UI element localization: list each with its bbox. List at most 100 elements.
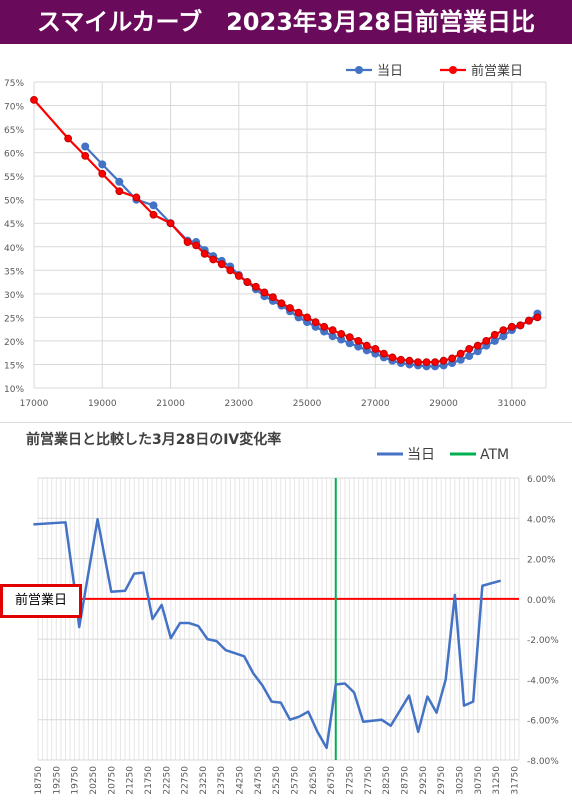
- data-point-prev-day: [303, 313, 311, 322]
- y-tick-label: 6.00%: [527, 475, 556, 485]
- data-point-prev-day: [439, 356, 448, 365]
- data-point-prev-day: [490, 330, 499, 339]
- data-point-today: [490, 336, 499, 345]
- legend-atm-label: ATM: [480, 447, 509, 463]
- data-point-prev-day: [320, 322, 329, 331]
- data-point-today: [115, 177, 124, 186]
- x-tick-label: 24250: [236, 766, 246, 795]
- data-point-prev-day: [405, 356, 414, 365]
- y-tick-label: 40%: [4, 244, 24, 254]
- iv-change-chart: 前営業日と比較した3月28日のIV変化率 6.00% 4.00% 2.00% 0.00%…: [0, 431, 559, 795]
- x-tick-label: 23750: [217, 766, 227, 795]
- data-point-prev-day: [379, 349, 388, 358]
- data-point-prev-day: [465, 345, 474, 353]
- x-tick-label: 26750: [327, 766, 337, 795]
- data-point-today: [149, 201, 158, 210]
- y-tick-label: 10%: [4, 385, 24, 395]
- data-point-prev-day: [294, 308, 303, 317]
- y-tick-label: 20%: [4, 338, 24, 348]
- y-tick-label: 60%: [4, 150, 24, 160]
- previous-day-label-box: 前営業日: [0, 584, 82, 618]
- data-point-today: [473, 347, 482, 356]
- data-point-prev-day: [166, 219, 175, 228]
- x-tick-label: 25750: [291, 766, 301, 795]
- y-tick-label: 70%: [4, 103, 24, 113]
- data-point-prev-day: [183, 238, 192, 246]
- data-point-prev-day: [362, 341, 371, 350]
- x-tick-label: 27250: [346, 766, 356, 795]
- data-point-today: [328, 332, 337, 341]
- x-tick-label: 31750: [510, 766, 520, 795]
- data-point-prev-day: [286, 304, 294, 312]
- x-tick-label: 24750: [254, 766, 264, 795]
- header-banner: スマイルカーブ 2023年3月28日前営業日比: [0, 0, 572, 44]
- y-tick-label: 55%: [4, 173, 24, 183]
- data-point-prev-day: [98, 169, 107, 178]
- x-tick-label: 29750: [437, 766, 447, 795]
- legend-prev-day-marker: [449, 66, 457, 74]
- y-tick-label: 45%: [4, 220, 24, 230]
- page-title: スマイルカーブ 2023年3月28日前営業日比: [36, 8, 535, 36]
- y-tick-label: 25%: [4, 314, 24, 324]
- data-point-prev-day: [115, 187, 124, 196]
- x-tick-label: 28250: [382, 766, 392, 795]
- series-line-prev-day: [33, 99, 538, 364]
- y-tick-label: -4.00%: [527, 676, 559, 686]
- x-tick-label: 25000: [293, 399, 322, 409]
- y-tick-label: 15%: [4, 361, 24, 371]
- legend-prev-day-label: 前営業日: [471, 63, 523, 79]
- data-point-prev-day: [414, 358, 422, 367]
- data-point-prev-day: [525, 316, 533, 325]
- data-point-prev-day: [473, 341, 482, 350]
- data-point-prev-day: [132, 193, 141, 202]
- y-tick-label: 75%: [4, 79, 24, 89]
- data-point-prev-day: [251, 282, 260, 291]
- x-tick-label: 30750: [474, 766, 484, 795]
- data-point-today: [354, 342, 363, 351]
- data-point-prev-day: [345, 333, 354, 342]
- data-point-prev-day: [533, 313, 542, 322]
- divider: [0, 422, 572, 423]
- data-point-prev-day: [243, 278, 252, 286]
- x-tick-label: 20250: [89, 766, 99, 795]
- data-point-prev-day: [456, 349, 465, 358]
- x-tick-label: 28750: [400, 766, 410, 795]
- x-tick-label: 31250: [492, 766, 502, 795]
- x-tick-label: 25250: [272, 766, 282, 795]
- data-point-today: [465, 351, 474, 360]
- data-point-prev-day: [30, 95, 38, 104]
- series-line-today: [84, 145, 539, 368]
- x-tick-label: 19000: [88, 399, 117, 409]
- legend-today-label: 当日: [377, 64, 403, 79]
- x-tick-label: 26250: [309, 766, 319, 795]
- x-tick-label: 21750: [144, 766, 154, 795]
- data-point-prev-day: [192, 241, 201, 250]
- data-point-prev-day: [209, 255, 218, 264]
- y-tick-label: 35%: [4, 267, 24, 277]
- data-point-prev-day: [328, 326, 337, 334]
- data-point-today: [456, 355, 465, 364]
- x-tick-label: 20750: [107, 766, 117, 795]
- data-point-prev-day: [64, 134, 73, 143]
- chart-title: 前営業日と比較した3月28日のIV変化率: [26, 431, 281, 448]
- y-tick-label: -6.00%: [527, 717, 559, 727]
- y-tick-label: 30%: [4, 291, 24, 301]
- x-tick-label: 19250: [52, 766, 62, 795]
- data-point-today: [345, 339, 354, 348]
- data-point-prev-day: [311, 318, 320, 326]
- data-point-prev-day: [388, 353, 397, 362]
- data-point-prev-day: [217, 260, 226, 269]
- data-point-today: [98, 160, 107, 169]
- x-tick-label: 21000: [156, 399, 185, 409]
- data-point-prev-day: [507, 322, 516, 331]
- data-point-today: [499, 332, 508, 341]
- data-point-prev-day: [516, 321, 525, 330]
- data-point-prev-day: [149, 210, 158, 219]
- x-tick-label: 18750: [34, 766, 44, 795]
- y-tick-label: 65%: [4, 126, 24, 136]
- data-point-prev-day: [397, 355, 405, 364]
- data-point-prev-day: [234, 272, 243, 280]
- y-tick-label: 2.00%: [527, 556, 556, 566]
- x-tick-label: 31000: [498, 399, 527, 409]
- data-point-prev-day: [200, 249, 209, 258]
